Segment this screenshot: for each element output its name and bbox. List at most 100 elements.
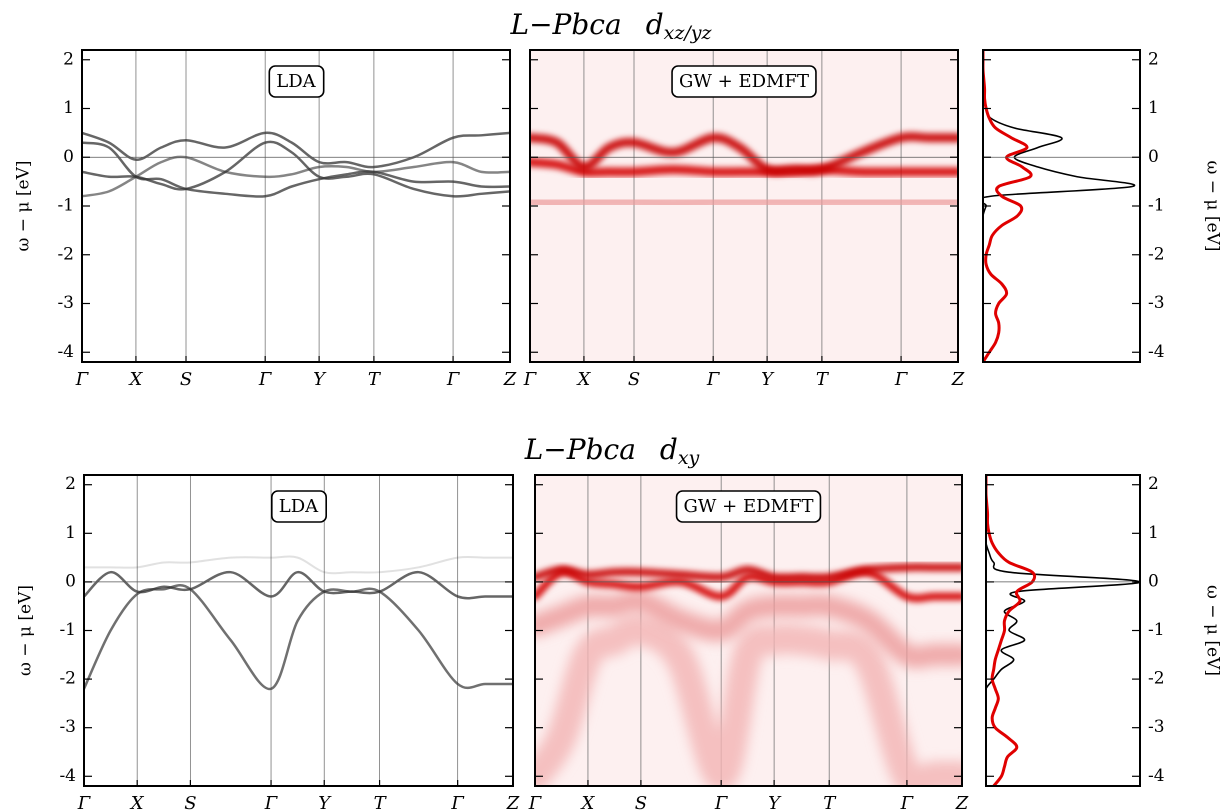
panel-label-box — [675, 490, 822, 523]
x-tick-label: Γ — [528, 793, 543, 812]
plot-area — [983, 50, 1140, 362]
x-tick-label: Γ — [714, 793, 729, 812]
y-tick-label: -2 — [57, 244, 74, 264]
y-tick-label: 2 — [65, 474, 76, 494]
x-tick-label: Y — [768, 793, 782, 812]
y-tick-label: -3 — [59, 717, 76, 737]
band-line — [82, 155, 510, 198]
x-tick-label: S — [628, 369, 640, 390]
y-tick-label: -4 — [1148, 766, 1165, 786]
y-tick-label: -2 — [1148, 244, 1165, 264]
x-tick-label: Z — [506, 793, 520, 812]
y-axis-label: ω − μ [eV] — [16, 585, 36, 676]
x-tick-label: X — [576, 369, 592, 390]
y-tick-label: 1 — [65, 523, 76, 543]
row-title: L−Pbca dxz/yz — [509, 8, 712, 45]
band-line — [535, 563, 962, 582]
x-tick-label: Y — [313, 369, 327, 390]
band-line — [530, 157, 958, 177]
plot-area — [82, 50, 510, 362]
x-tick-label: Γ — [264, 793, 279, 812]
y-tick-label: 2 — [1148, 474, 1159, 494]
band-line — [530, 132, 958, 176]
row-title: L−Pbca dxy — [524, 433, 700, 470]
x-tick-label: Z — [503, 369, 517, 390]
band-line — [84, 583, 513, 691]
y-tick-label: -1 — [59, 620, 76, 640]
x-tick-label: Γ — [523, 369, 538, 390]
x-tick-label: Γ — [900, 793, 915, 812]
y-axis-label: ω − μ [eV] — [1203, 161, 1223, 252]
dos-line — [986, 475, 1140, 786]
x-tick-label: Γ — [706, 369, 721, 390]
title-main: L−Pbca — [524, 433, 636, 466]
x-tick-label: Z — [955, 793, 969, 812]
y-tick-label: -4 — [1148, 342, 1165, 362]
y-tick-label: 2 — [63, 49, 74, 69]
x-tick-label: Γ — [77, 793, 92, 812]
y-tick-label: 1 — [63, 98, 74, 118]
panel: -4 -3 -2 -1 0 1 2 ω − μ [eV] — [982, 49, 1223, 363]
panel-label: GW + EDMFT — [684, 496, 814, 517]
plot-area — [986, 475, 1140, 786]
y-tick-label: -3 — [57, 293, 74, 313]
panel: Γ X S Γ Y T Γ Z GW + EDMFT — [528, 474, 969, 812]
y-axis-label: ω − μ [eV] — [14, 161, 34, 252]
y-tick-label: 0 — [65, 571, 76, 591]
title-orbital: d — [660, 433, 678, 466]
band-line — [535, 567, 962, 603]
panel: -4 -3 -2 -1 0 1 2 ω − μ [eV] — [985, 474, 1223, 787]
panel: Γ X S Γ Y T Γ Z GW + EDMFT — [523, 49, 965, 390]
x-tick-label: Γ — [450, 793, 465, 812]
x-tick-label: T — [374, 793, 388, 812]
band-line — [82, 131, 510, 169]
dos-line — [983, 50, 1136, 362]
plot-area — [530, 50, 958, 362]
x-tick-label: Γ — [258, 369, 273, 390]
dos-line — [983, 50, 1033, 362]
panel: -4 -3 -2 -1 0 1 2 Γ X S Γ Y T Γ Zω − μ [eV] LDA — [16, 474, 520, 812]
panel-label-box — [271, 490, 327, 523]
y-tick-label: 0 — [1148, 571, 1159, 591]
title-main: L−Pbca — [509, 8, 621, 41]
x-tick-label: Γ — [894, 369, 909, 390]
band-line — [82, 140, 510, 198]
y-tick-label: 2 — [1148, 49, 1159, 69]
band-line — [535, 614, 962, 786]
title-orbital: d — [646, 8, 664, 41]
x-tick-label: Γ — [75, 369, 90, 390]
x-tick-label: T — [368, 369, 382, 390]
x-tick-label: T — [816, 369, 830, 390]
x-tick-label: X — [129, 793, 145, 812]
title-subscript: xz/yz — [664, 22, 713, 44]
y-tick-label: -1 — [57, 196, 74, 216]
y-tick-label: -4 — [59, 766, 76, 786]
band-line — [84, 570, 513, 600]
panel-label: LDA — [279, 496, 319, 517]
y-tick-label: 1 — [1148, 98, 1159, 118]
x-tick-label: X — [580, 793, 596, 812]
band-line — [535, 589, 962, 669]
y-tick-label: -1 — [1148, 196, 1165, 216]
x-tick-label: S — [180, 369, 192, 390]
frame — [982, 49, 1141, 363]
y-tick-label: 0 — [1148, 147, 1159, 167]
y-tick-label: -4 — [57, 342, 74, 362]
dos-line — [986, 475, 1037, 786]
x-tick-label: S — [635, 793, 647, 812]
plot-area — [535, 475, 962, 786]
panel-label-box — [671, 65, 817, 98]
y-axis-label: ω − μ [eV] — [1203, 585, 1223, 676]
x-tick-label: Z — [951, 369, 965, 390]
band-line — [530, 191, 958, 213]
title-subscript: xy — [678, 447, 700, 469]
x-tick-label: Γ — [446, 369, 461, 390]
band-line — [84, 555, 513, 575]
y-tick-label: -2 — [1148, 669, 1165, 689]
panel-label: LDA — [276, 71, 316, 92]
y-tick-label: 1 — [1148, 523, 1159, 543]
y-tick-label: -1 — [1148, 620, 1165, 640]
x-tick-label: T — [823, 793, 837, 812]
plot-area — [84, 475, 513, 786]
